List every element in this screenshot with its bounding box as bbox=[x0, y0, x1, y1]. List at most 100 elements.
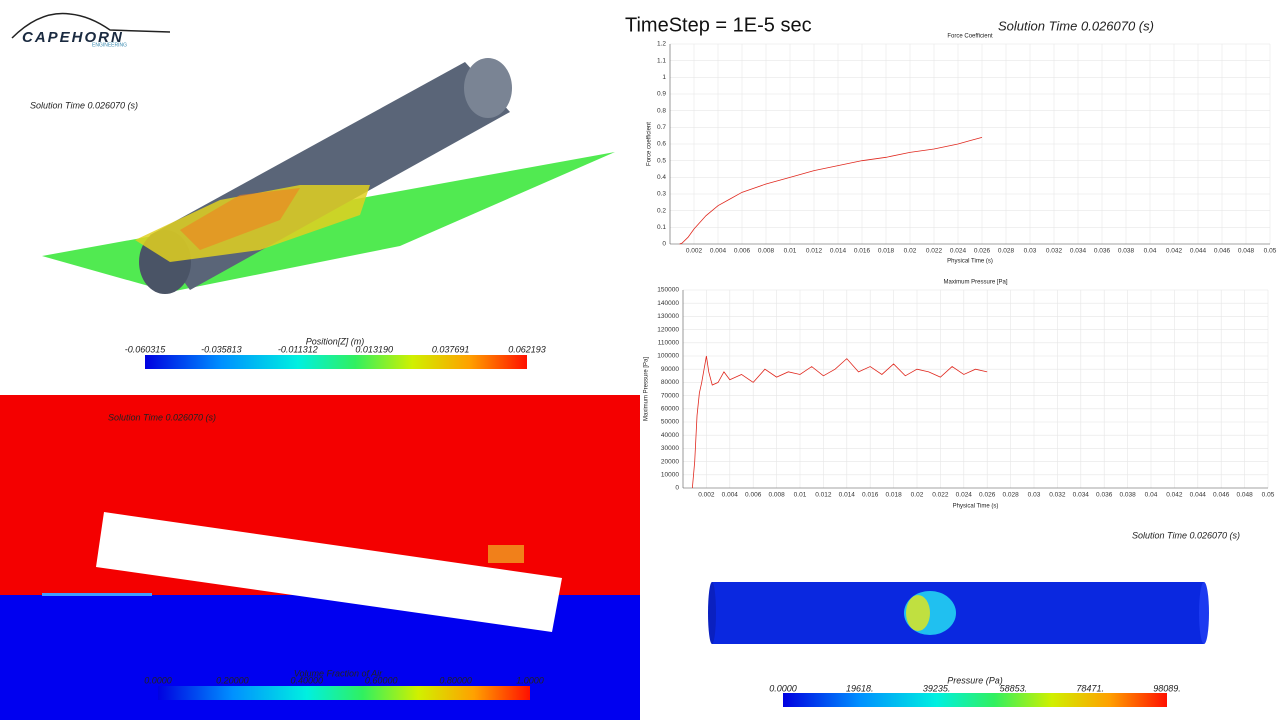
y-tick-label: 1 bbox=[662, 74, 666, 81]
x-tick-label: 0.032 bbox=[1049, 492, 1066, 499]
x-tick-label: 0.01 bbox=[784, 248, 797, 255]
colorbar-label: -0.035813 bbox=[201, 344, 242, 354]
x-tick-label: 0.02 bbox=[904, 248, 917, 255]
x-tick-label: 0.026 bbox=[974, 248, 991, 255]
y-tick-label: 20000 bbox=[661, 458, 679, 465]
y-tick-label: 0.4 bbox=[657, 174, 666, 181]
x-tick-label: 0.038 bbox=[1119, 492, 1136, 499]
x-tick-label: 0.01 bbox=[794, 492, 807, 499]
x-tick-label: 0.008 bbox=[768, 492, 785, 499]
x-tick-label: 0.02 bbox=[911, 492, 924, 499]
y-tick-label: 80000 bbox=[661, 379, 679, 386]
colorbar-label: 0.062193 bbox=[508, 344, 546, 354]
x-tick-label: 0.024 bbox=[950, 248, 967, 255]
colorbar-label: 39235. bbox=[923, 683, 951, 693]
x-tick-label: 0.044 bbox=[1190, 248, 1207, 255]
line bbox=[691, 355, 988, 489]
x-tick-label: 0.022 bbox=[932, 492, 949, 499]
x-axis-label: Physical Time (s) bbox=[947, 259, 993, 265]
y-tick-label: 60000 bbox=[661, 406, 679, 413]
solution-time: Solution Time 0.026070 (s) bbox=[998, 18, 1154, 33]
x-tick-label: 0.05 bbox=[1262, 492, 1275, 499]
y-tick-label: 10000 bbox=[661, 472, 679, 479]
y-tick-label: 100000 bbox=[657, 353, 679, 360]
x-tick-label: 0.05 bbox=[1264, 248, 1277, 255]
x-tick-label: 0.046 bbox=[1214, 248, 1231, 255]
y-tick-label: 40000 bbox=[661, 432, 679, 439]
x-tick-label: 0.026 bbox=[979, 492, 996, 499]
colorbar-labels: -0.060315 -0.035813 -0.011312 0.013190 0.037… bbox=[125, 344, 546, 354]
x-tick-label: 0.042 bbox=[1166, 492, 1183, 499]
x-tick-label: 0.048 bbox=[1238, 248, 1255, 255]
colorbar-label: 58853. bbox=[1000, 683, 1028, 693]
colorbar-label: 0.60000 bbox=[365, 675, 398, 685]
pressure-scene bbox=[708, 582, 1209, 644]
colorbar-label: 78471. bbox=[1076, 683, 1104, 693]
x-tick-label: 0.048 bbox=[1236, 492, 1253, 499]
cylinder-scene bbox=[42, 58, 615, 294]
x-tick-label: 0.036 bbox=[1096, 492, 1113, 499]
y-tick-label: 130000 bbox=[657, 313, 679, 320]
colorbar-label: 1.0000 bbox=[516, 675, 544, 685]
x-tick-label: 0.004 bbox=[710, 248, 727, 255]
y-tick-label: 0.3 bbox=[657, 191, 666, 198]
y-tick-label: 90000 bbox=[661, 366, 679, 373]
y-tick-label: 50000 bbox=[661, 419, 679, 426]
x-tick-label: 0.018 bbox=[878, 248, 895, 255]
line bbox=[679, 136, 983, 245]
colorbar-labels: 0.0000 19618. 39235. 58853. 78471. 98089. bbox=[769, 683, 1181, 693]
charts: Force Coefficient Physical Time (s) Force … bbox=[644, 34, 1277, 510]
colorbar-title: Volume Fraction of Air bbox=[294, 668, 383, 678]
x-tick-label: 0.012 bbox=[806, 248, 823, 255]
colorbar-label: 0.0000 bbox=[769, 683, 797, 693]
x-tick-label: 0.028 bbox=[1002, 492, 1019, 499]
x-tick-label: 0.018 bbox=[885, 492, 902, 499]
y-tick-label: 0.2 bbox=[657, 207, 666, 214]
logo-sub: ENGINEERING bbox=[92, 42, 127, 48]
x-tick-label: 0.03 bbox=[1024, 248, 1037, 255]
colorbar-label: 0.20000 bbox=[216, 675, 249, 685]
colorbar-label: 0.037691 bbox=[432, 344, 470, 354]
timestep: TimeStep = 1E-5 sec bbox=[625, 14, 812, 36]
x-tick-label: 0.034 bbox=[1073, 492, 1090, 499]
x-tick-label: 0.046 bbox=[1213, 492, 1230, 499]
x-tick-label: 0.022 bbox=[926, 248, 943, 255]
logo: CAPEHORN ENGINEERING bbox=[11, 12, 171, 48]
y-tick-label: 140000 bbox=[657, 300, 679, 307]
x-tick-label: 0.044 bbox=[1190, 492, 1207, 499]
y-tick-label: 0 bbox=[675, 485, 679, 492]
colorbar-label: 0.0000 bbox=[144, 675, 172, 685]
x-axis-label: Physical Time (s) bbox=[953, 504, 999, 510]
colorbar-title: Position[Z] (m) bbox=[306, 336, 365, 346]
x-tick-label: 0.04 bbox=[1145, 492, 1158, 499]
x-tick-label: 0.006 bbox=[734, 248, 751, 255]
colorbar-label: 0.80000 bbox=[439, 675, 472, 685]
y-tick-label: 1.2 bbox=[657, 41, 666, 48]
x-tick-label: 0.002 bbox=[686, 248, 703, 255]
x-tick-label: 0.04 bbox=[1144, 248, 1157, 255]
y-tick-label: 0.9 bbox=[657, 91, 666, 98]
y-tick-label: 1.1 bbox=[657, 57, 666, 64]
solution-time: Solution Time 0.026070 (s) bbox=[30, 100, 138, 110]
colorbar-label: 0.40000 bbox=[291, 675, 324, 685]
y-axis-label: Maximum Pressure [Pa] bbox=[644, 357, 650, 421]
y-tick-label: 0.6 bbox=[657, 141, 666, 148]
y-axis-label: Force coefficient bbox=[647, 122, 653, 166]
colorbar-title: Pressure (Pa) bbox=[947, 675, 1003, 685]
y-tick-label: 110000 bbox=[658, 340, 680, 347]
colorbar-label: 98089. bbox=[1153, 683, 1181, 693]
y-tick-label: 0.8 bbox=[657, 107, 666, 114]
chart-title: Maximum Pressure [Pa] bbox=[943, 280, 1007, 286]
y-tick-label: 30000 bbox=[661, 445, 679, 452]
x-tick-label: 0.014 bbox=[830, 248, 847, 255]
x-tick-label: 0.016 bbox=[862, 492, 879, 499]
x-tick-label: 0.004 bbox=[722, 492, 739, 499]
x-tick-label: 0.032 bbox=[1046, 248, 1063, 255]
x-tick-label: 0.034 bbox=[1070, 248, 1087, 255]
x-tick-label: 0.038 bbox=[1118, 248, 1135, 255]
x-tick-label: 0.024 bbox=[956, 492, 973, 499]
x-tick-label: 0.016 bbox=[854, 248, 871, 255]
x-tick-label: 0.012 bbox=[815, 492, 832, 499]
colorbar-label: -0.060315 bbox=[125, 344, 167, 354]
